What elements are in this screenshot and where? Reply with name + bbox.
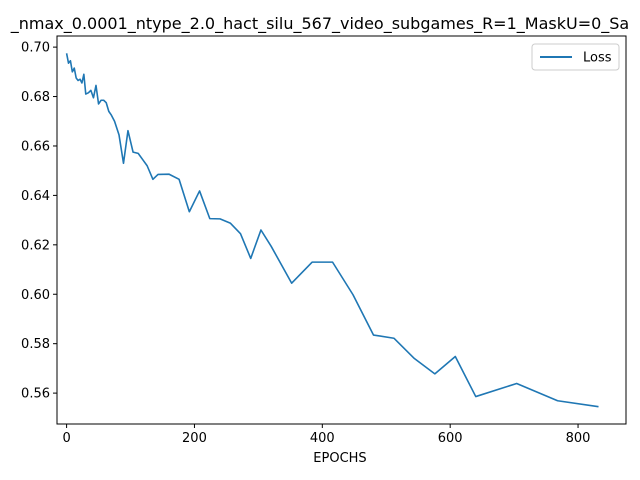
chart-title: _nmax_0.0001_ntype_2.0_hact_silu_567_vid… [10,14,629,34]
y-tick-label: 0.66 [21,139,50,154]
y-tick-label: 0.68 [21,90,50,105]
plot-frame [56,35,627,425]
series-line-loss [65,53,599,408]
x-axis: 0 200 400 600 800 [62,424,590,446]
x-tick-label: 600 [438,431,463,446]
x-tick-label: 0 [62,431,70,446]
plot-area [56,35,627,425]
y-tick-label: 0.64 [21,189,50,204]
legend-box [531,43,620,71]
x-axis-label: EPOCHS [313,451,366,466]
x-tick-label: 800 [566,431,591,446]
legend: Loss [531,43,620,71]
legend-label-loss: Loss [583,51,612,66]
y-tick-label: 0.60 [21,288,50,303]
x-tick-label: 400 [310,431,335,446]
y-tick-label: 0.62 [21,238,50,253]
y-tick-label: 0.58 [21,337,50,352]
x-tick-label: 200 [182,431,207,446]
y-axis: 0.56 0.58 0.60 0.62 0.64 0.66 0.68 0.70 [21,41,57,402]
y-tick-label: 0.56 [21,387,50,402]
y-tick-label: 0.70 [21,41,50,56]
